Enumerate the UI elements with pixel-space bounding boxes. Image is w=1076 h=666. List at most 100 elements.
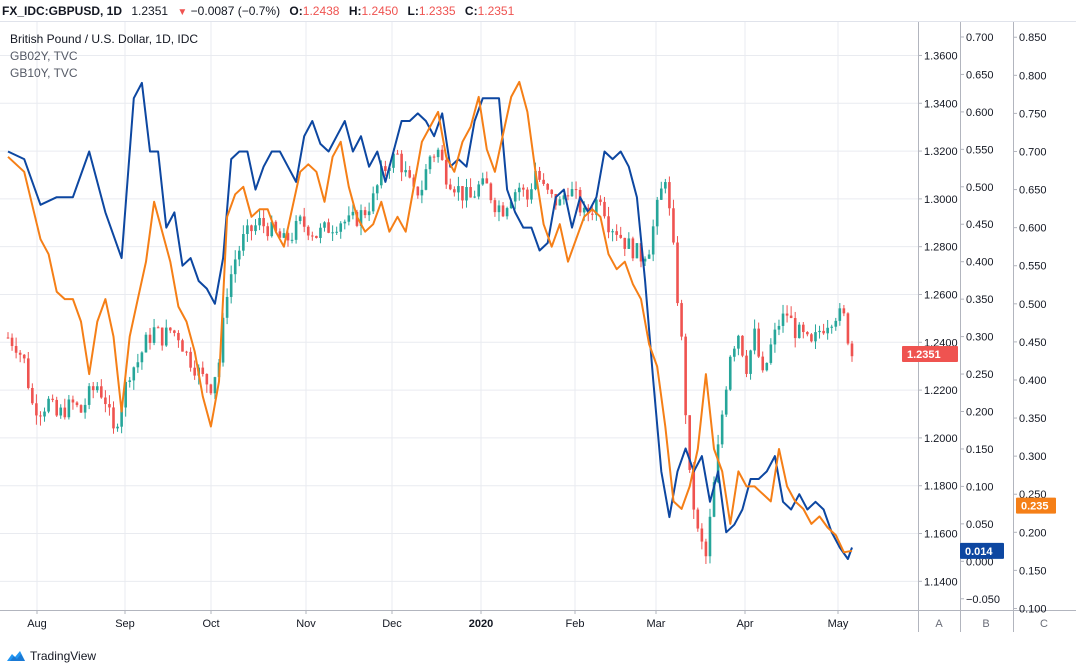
x-tick-label: Nov [296,618,316,630]
open-value: 1.2438 [302,4,340,18]
candle [83,398,87,419]
candle-body [225,296,229,318]
candle-body [655,199,659,227]
candle [278,228,282,238]
candle [611,228,614,242]
axis-a-tick-label: 1.1800 [924,481,958,493]
axis-c-tick-label: 0.350 [1019,413,1047,425]
x-tick-label: Mar [647,618,666,630]
candle [461,186,464,209]
candle [18,350,22,363]
candle [323,221,326,232]
candle-body [534,170,537,190]
candle [31,383,34,405]
candle [185,350,188,356]
candle [246,219,249,242]
legend-gb02y[interactable]: GB02Y, TVC [10,49,78,63]
candle-body [716,444,720,483]
candle [546,182,549,195]
candle [136,353,140,373]
candle [298,214,302,225]
candle-body [822,330,825,334]
tradingview-branding[interactable]: TradingView [6,646,96,666]
candle [371,186,375,215]
candle-body [363,210,367,216]
candle [785,305,789,323]
tradingview-brand: TradingView [30,649,97,663]
candle [315,235,318,239]
last-price: 1.2351 [131,4,169,18]
price-chart[interactable]: 1.3600 1.3400 1.3200 1.3000 1.2800 1.2600 1.24… [0,0,1076,646]
candle [237,245,241,267]
candle [225,288,229,325]
candle [505,206,509,220]
candle [408,165,412,179]
candle-body [481,178,485,185]
candle-body [688,415,691,470]
candle [550,189,554,198]
candle-body [75,402,79,406]
candle-body [315,235,318,238]
candle-body [676,242,679,304]
candle-body [530,189,533,200]
gb02y-last-value-badge: 0.014 [960,542,1004,559]
candle [599,195,602,206]
candle [469,178,472,198]
candle [75,401,79,408]
candle-body [95,386,99,391]
candle [262,209,265,234]
axis-b-tick-label: 0.650 [966,69,994,81]
candle [436,147,440,163]
candle-body [156,327,160,329]
candle [615,224,618,241]
candle-body [432,156,436,158]
candle [59,404,63,419]
candle [810,332,813,343]
pane-label-b: B [982,618,989,630]
candle [359,204,363,236]
candle [781,304,785,333]
legend-main-series[interactable]: British Pound / U.S. Dollar, 1D, IDC [10,32,199,46]
candle-body [39,415,42,417]
candle [444,155,448,189]
candle-body [696,509,700,529]
candle-body [408,170,412,178]
candle-body [448,184,452,190]
candle [302,207,306,233]
candle-body [785,313,789,316]
x-tick-label: 2020 [469,618,493,630]
candle-body [323,222,326,228]
axis-b-tick-label: 0.500 [966,182,994,194]
low-value: 1.2335 [418,4,456,18]
candle-body [181,340,184,352]
candle [160,327,164,351]
candle [294,215,298,244]
symbol-name[interactable]: FX_IDC:GBPUSD, 1D [2,4,123,18]
candle-body [538,170,541,180]
axis-a-tick-label: 1.3400 [924,98,958,110]
candle-body [517,187,521,193]
candle [497,200,501,222]
candle-body [278,231,282,238]
candle [286,231,290,247]
axis-c-tick-label: 0.650 [1019,185,1047,197]
candle [603,196,606,219]
candle-body [31,387,34,404]
candle-body [331,232,334,234]
candle-body [526,189,529,200]
candle-body [10,337,14,346]
candle [477,180,480,200]
candle-body [47,398,50,412]
candle-body [18,352,22,355]
candle [124,379,127,417]
candle-body [643,258,647,262]
candle [22,354,26,364]
candle [664,178,667,194]
candle [574,181,578,199]
candle-body [347,215,351,222]
candle [104,390,107,413]
candle-body [91,386,95,391]
legend-gb10y[interactable]: GB10Y, TVC [10,66,78,80]
candle-body [509,201,513,209]
candle-body [793,318,797,339]
